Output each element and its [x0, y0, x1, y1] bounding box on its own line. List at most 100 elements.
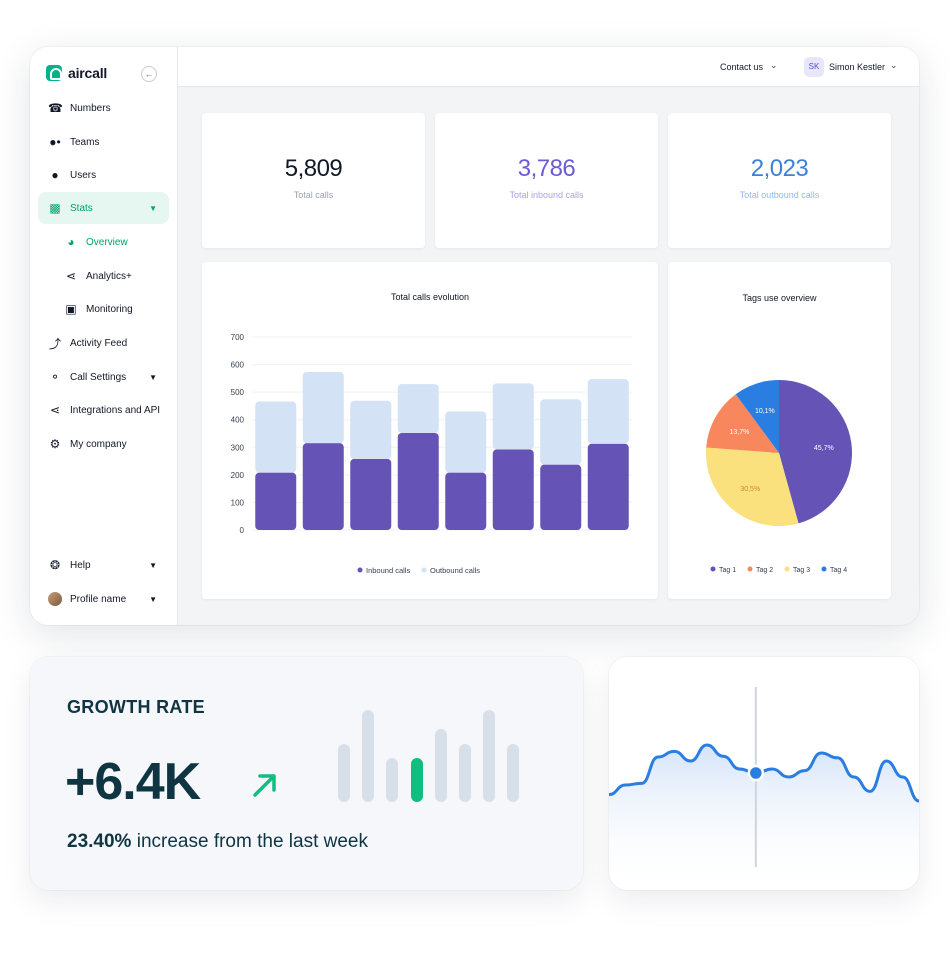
caret-down-icon: ▼: [149, 203, 157, 213]
app-window: aircall ← ☎ Numbers ●• Teams ● Users ▩ S…: [30, 47, 919, 625]
sidebar-item-label: Analytics+: [86, 270, 132, 282]
bar-outbound-calls[interactable]: [397, 384, 439, 433]
sidebar-item-stats[interactable]: ▩ Stats ▼: [38, 192, 169, 224]
growth-bar: [434, 729, 447, 802]
sidebar-item-label: Integrations and API: [70, 404, 161, 416]
tags-overview-card: Tags use overview 45,7% 30,5% 13,7% 10,1% Ta…: [668, 262, 891, 599]
brand-name: aircall: [68, 65, 108, 81]
collapse-sidebar-button[interactable]: ←: [141, 66, 157, 82]
stat-value: 5,809: [284, 155, 343, 182]
avatar: [48, 592, 62, 606]
sidebar-item-profile[interactable]: Profile name ▼: [38, 583, 169, 615]
y-tick-label: 0: [240, 526, 245, 535]
trend-line-chart: [609, 687, 919, 890]
bolt-icon: ⤴: [48, 336, 61, 351]
growth-percent: 23.40%: [67, 831, 132, 852]
chart-title: Total calls evolution: [390, 292, 470, 302]
caret-down-icon: ▼: [149, 372, 157, 382]
growth-bar: [507, 743, 520, 802]
bar-outbound-calls[interactable]: [255, 401, 297, 473]
bar-outbound-calls[interactable]: [540, 399, 582, 465]
pie-data-label: 10,1%: [755, 408, 775, 415]
aircall-logo-icon: [46, 65, 62, 81]
bar-inbound-calls[interactable]: [587, 443, 629, 530]
growth-rate-card: GROWTH RATE +6.4K 23.40% increase from t…: [30, 657, 583, 890]
legend-label: Tag 2: [756, 567, 773, 574]
sidebar-item-integrations[interactable]: ⋖ Integrations and API: [38, 394, 169, 426]
bar-inbound-calls[interactable]: [540, 464, 582, 530]
bar-inbound-calls[interactable]: [445, 472, 487, 530]
pie-slice-tag-3[interactable]: [706, 447, 799, 526]
trend-marker[interactable]: [747, 764, 765, 782]
sidebar-item-users[interactable]: ● Users: [38, 159, 169, 191]
sidebar-item-label: Profile name: [70, 593, 127, 605]
sidebar-item-label: Users: [70, 169, 97, 181]
pie-data-label: 45,7%: [814, 445, 834, 452]
sidebar-item-help[interactable]: ❂ Help ▼: [38, 549, 169, 581]
chevron-down-icon[interactable]: ⌄: [770, 60, 778, 70]
growth-subtitle-text: increase from the last week: [136, 831, 368, 852]
logo[interactable]: aircall: [46, 65, 107, 81]
sidebar-item-activity-feed[interactable]: ⤴ Activity Feed: [38, 327, 169, 359]
user-name[interactable]: Simon Kestler: [829, 62, 886, 72]
sidebar-item-my-company[interactable]: ⚙ My company: [38, 428, 169, 460]
y-tick-label: 100: [231, 498, 245, 507]
bar-inbound-calls[interactable]: [397, 432, 439, 530]
sidebar-item-monitoring[interactable]: ▣ Monitoring: [38, 293, 169, 325]
contact-us-link[interactable]: Contact us: [720, 62, 764, 72]
sidebar-item-call-settings[interactable]: ⚬ Call Settings ▼: [38, 361, 169, 393]
stat-card-inbound: 3,786 Total inbound calls: [435, 113, 658, 248]
monitor-icon: ▣: [65, 302, 77, 316]
calls-evolution-chart: 0 100 200 300 400 500 600 700 Inbound calls Outbo…: [231, 333, 632, 575]
sidebar-item-label: Teams: [70, 136, 100, 148]
team-icon: ●•: [49, 135, 61, 149]
growth-bar: [386, 758, 399, 802]
growth-bar: [362, 709, 375, 802]
sidebar-item-label: Activity Feed: [70, 337, 128, 349]
legend-label: Tag 1: [719, 567, 736, 574]
bar-outbound-calls[interactable]: [587, 379, 629, 444]
bar-outbound-calls[interactable]: [350, 400, 392, 459]
stat-card-total-calls: 5,809 Total calls: [202, 113, 425, 248]
stat-value: 3,786: [517, 155, 576, 182]
chevron-down-icon[interactable]: ⌄: [890, 60, 898, 70]
growth-bar: [459, 743, 471, 802]
pie-data-label: 13,7%: [729, 429, 749, 436]
bar-inbound-calls[interactable]: [350, 458, 392, 530]
sidebar-item-overview[interactable]: ◕ Overview: [38, 226, 169, 258]
growth-bar: [483, 709, 496, 802]
lifebuoy-icon: ❂: [49, 558, 61, 572]
trend-area: [609, 745, 919, 890]
gear-icon: ⚙: [49, 437, 61, 451]
bar-outbound-calls[interactable]: [302, 372, 344, 444]
sidebar-item-numbers[interactable]: ☎ Numbers: [38, 92, 169, 124]
bar-inbound-calls[interactable]: [255, 472, 297, 530]
pie-slice-tag-2[interactable]: [706, 394, 779, 453]
user-avatar[interactable]: SK: [804, 57, 824, 77]
bar-chart-icon: ▩: [49, 201, 61, 215]
caret-down-icon: ▼: [149, 560, 157, 570]
legend-swatch: [747, 566, 753, 572]
y-tick-label: 400: [231, 416, 245, 425]
sidebar-item-teams[interactable]: ●• Teams: [38, 126, 169, 158]
chart-title: Tags use overview: [742, 293, 817, 303]
bar-outbound-calls[interactable]: [445, 411, 487, 473]
bar-inbound-calls[interactable]: [492, 449, 534, 530]
share-icon: ⋖: [49, 403, 61, 417]
sidebar: aircall ← ☎ Numbers ●• Teams ● Users ▩ S…: [30, 47, 178, 625]
pie-data-label: 30,5%: [740, 486, 760, 493]
legend-label: Outbound calls: [430, 566, 480, 575]
sidebar-item-label: My company: [70, 438, 127, 450]
arrow-up-right-icon: [253, 774, 276, 797]
pie-slice-tag-4[interactable]: [735, 380, 779, 453]
sidebar-item-label: Monitoring: [86, 303, 133, 315]
bar-inbound-calls[interactable]: [302, 443, 344, 530]
pie-slice-tag-1[interactable]: [779, 380, 852, 524]
sidebar-item-analytics[interactable]: ⋖ Analytics+: [38, 260, 169, 292]
stat-label: Total outbound calls: [739, 190, 820, 200]
phone-icon: ☎: [48, 101, 63, 115]
legend-label: Inbound calls: [366, 566, 410, 575]
bar-outbound-calls[interactable]: [492, 383, 534, 450]
tags-pie-chart: 45,7% 30,5% 13,7% 10,1% Tag 1 Tag 2 Tag 3 Tag 4: [706, 380, 852, 574]
legend-label: Tag 4: [830, 567, 847, 574]
